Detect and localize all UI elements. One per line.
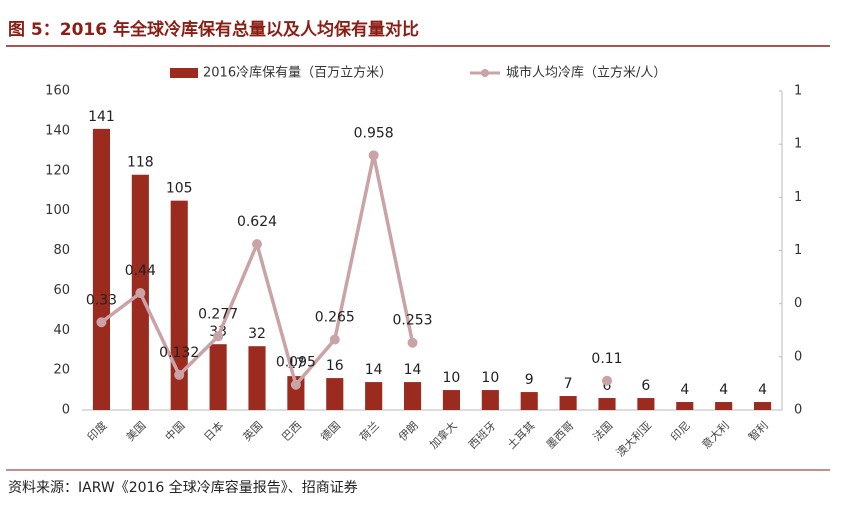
x-tick-label: 土耳其 [505, 419, 538, 452]
line-marker [407, 337, 418, 348]
x-tick-label: 墨西哥 [544, 419, 577, 452]
bar [442, 390, 460, 410]
bar-value-label: 16 [326, 358, 344, 374]
bar-value-label: 9 [525, 372, 534, 388]
bar [520, 392, 538, 410]
bar-value-label: 4 [719, 382, 728, 398]
bar-value-label: 14 [404, 362, 422, 378]
x-tick-label: 印度 [84, 418, 109, 443]
bar-value-label: 6 [641, 378, 650, 394]
bar [365, 382, 383, 410]
y2-tick-label: 0 [794, 403, 802, 418]
x-tick-label: 中国 [163, 419, 188, 444]
x-tick-label: 法国 [590, 418, 615, 443]
bar [676, 402, 694, 410]
y-tick-label: 160 [45, 84, 70, 99]
x-tick-label: 伊朗 [396, 419, 421, 444]
bar [598, 398, 616, 410]
bar-value-label: 32 [248, 326, 266, 342]
y-tick-label: 100 [45, 203, 70, 218]
bar [715, 402, 733, 410]
bar-value-label: 6 [603, 378, 612, 394]
y-tick-label: 80 [53, 243, 70, 258]
bar [404, 382, 422, 410]
bar-value-label: 4 [680, 382, 689, 398]
bar [248, 346, 266, 410]
line-marker [602, 375, 612, 386]
x-tick-label: 印尼 [668, 419, 693, 444]
bar [170, 200, 188, 410]
x-tick-label: 意大利 [699, 418, 732, 451]
x-tick-label: 荷兰 [357, 419, 382, 444]
y2-tick-label: 1 [794, 137, 802, 152]
legend-swatch [170, 68, 198, 78]
bar-value-label: 10 [443, 370, 461, 386]
y-tick-label: 120 [45, 163, 70, 178]
bar-value-label: 141 [88, 109, 115, 125]
line-value-label: 0.132 [159, 345, 199, 361]
x-tick-label: 智利 [745, 418, 770, 443]
x-tick-label: 加拿大 [426, 418, 459, 451]
bar-value-label: 10 [481, 370, 499, 386]
x-tick-label: 英国 [240, 418, 265, 443]
line-value-label: 0.958 [354, 125, 394, 141]
bar-value-label: 14 [365, 362, 383, 378]
x-tick-label: 美国 [124, 419, 149, 444]
y2-tick-label: 0 [794, 296, 802, 311]
line-marker [252, 239, 262, 250]
legend-marker [481, 69, 489, 77]
x-tick-label: 西班牙 [466, 419, 499, 452]
line-value-label: 0.33 [86, 292, 117, 308]
bar [637, 398, 655, 410]
bar-value-label: 118 [127, 155, 154, 171]
bar-value-label: 4 [758, 382, 767, 398]
y2-tick-label: 1 [794, 190, 802, 205]
line-marker [174, 369, 185, 380]
line-marker [213, 331, 224, 342]
y-tick-label: 40 [53, 323, 70, 338]
y-tick-label: 20 [53, 363, 70, 378]
bar [326, 378, 344, 410]
y-tick-label: 0 [62, 403, 70, 418]
x-tick-label: 澳大利亚 [613, 418, 654, 459]
bar [92, 128, 110, 410]
bar [481, 390, 499, 410]
source: 资料来源：IARW《2016 全球冷库容量报告》、招商证券 [8, 479, 358, 496]
y2-tick-label: 1 [794, 243, 802, 258]
bar [754, 402, 772, 410]
line-value-label: 0.11 [591, 351, 622, 367]
line-value-label: 0.265 [315, 310, 355, 326]
bar [209, 344, 227, 410]
y2-tick-label: 1 [794, 84, 802, 99]
x-tick-label: 德国 [318, 418, 343, 443]
line-value-label: 0.44 [125, 263, 156, 279]
bar [559, 396, 577, 410]
line-value-label: 0.277 [198, 306, 238, 322]
line-value-label: 0.253 [393, 313, 433, 329]
x-tick-label: 日本 [201, 418, 226, 443]
line-value-label: 0.095 [276, 355, 316, 371]
legend-label: 2016冷库保有量（百万立方米） [203, 65, 392, 81]
y2-tick-label: 0 [794, 349, 802, 364]
legend-label: 城市人均冷库（立方米/人） [506, 65, 666, 81]
line-marker [329, 334, 340, 345]
line-marker [135, 288, 146, 299]
line-marker [368, 150, 379, 161]
line-marker [290, 379, 301, 390]
bar-value-label: 105 [166, 181, 193, 197]
chart-title: 图 5：2016 年全球冷库保有总量以及人均保有量对比 [8, 19, 419, 40]
y-tick-label: 140 [45, 123, 70, 138]
x-tick-label: 巴西 [279, 419, 304, 444]
y-tick-label: 60 [53, 283, 70, 298]
line-value-label: 0.624 [237, 214, 277, 230]
line-marker [96, 317, 107, 328]
bar-value-label: 7 [564, 376, 573, 392]
